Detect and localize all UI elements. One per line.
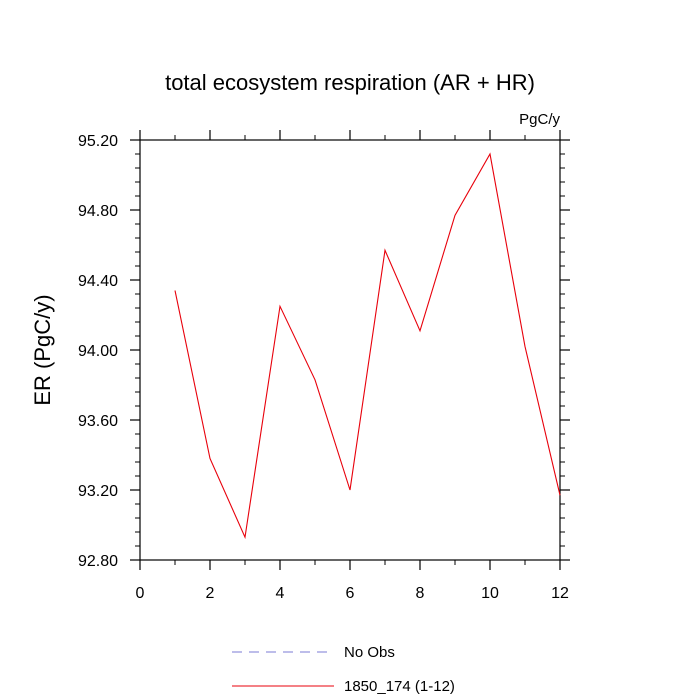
x-tick-label: 12: [551, 585, 569, 602]
y-tick-label: 94.00: [78, 343, 118, 360]
tick-labels: 0 2 4 6 8 10 12 92.80 93.20 93.60 94.00 94.40 94.80 9…: [78, 133, 569, 602]
series-lines: [174, 152, 561, 540]
y-tick-label: 93.60: [78, 413, 118, 430]
y-tick-label: 94.40: [78, 273, 118, 290]
x-tick-label: 6: [346, 585, 355, 602]
x-tick-label: 4: [276, 585, 285, 602]
x-tick-label: 0: [136, 585, 145, 602]
y-axis-label: ER (PgC/y): [30, 294, 55, 405]
axis-ticks: [130, 130, 570, 570]
x-tick-label: 8: [416, 585, 425, 602]
x-tick-label: 2: [206, 585, 215, 602]
y-tick-label: 94.80: [78, 203, 118, 220]
y-tick-label: 95.20: [78, 133, 118, 150]
chart-title: total ecosystem respiration (AR + HR): [165, 70, 535, 95]
series-line-1: [174, 152, 561, 540]
y-tick-label: 92.80: [78, 553, 118, 570]
units-label: PgC/y: [519, 111, 560, 128]
x-tick-label: 10: [481, 585, 499, 602]
legend: No Obs 1850_174 (1-12): [232, 644, 455, 695]
legend-label-2: No Obs: [344, 644, 395, 661]
plot-frame: [139, 139, 561, 561]
legend-label-1: 1850_174 (1-12): [344, 678, 455, 695]
y-tick-label: 93.20: [78, 483, 118, 500]
